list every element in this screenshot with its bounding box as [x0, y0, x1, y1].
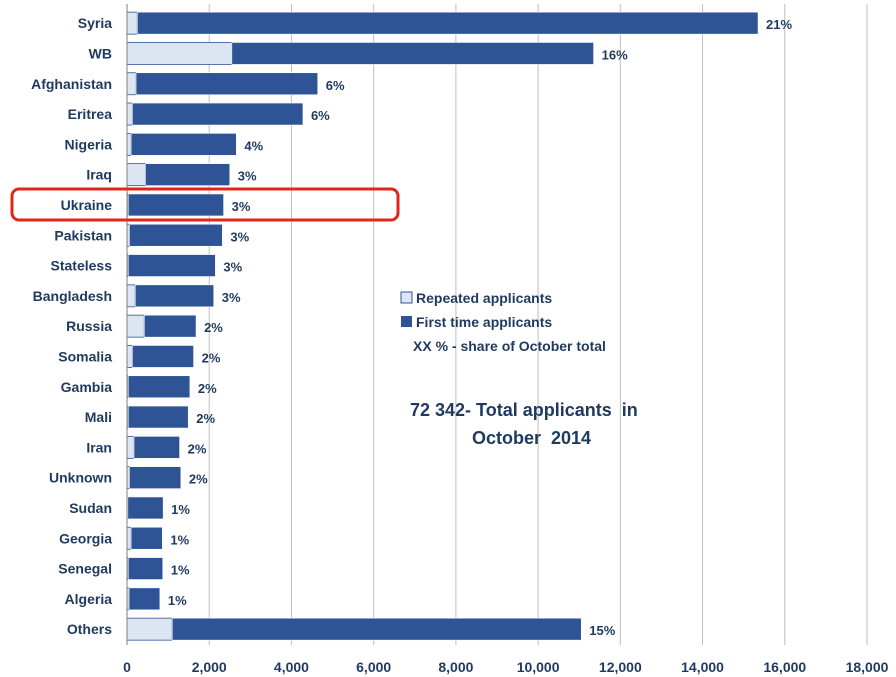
category-label-iraq: Iraq — [86, 167, 112, 183]
share-label-mali: 2% — [196, 411, 215, 426]
legend-swatch-repeated — [400, 291, 413, 304]
bar-first-time-unknown — [129, 466, 182, 489]
bar-repeated-bangladesh — [126, 284, 136, 308]
bar-first-time-senegal — [127, 557, 164, 580]
bar-repeated-iraq — [126, 163, 146, 187]
bar-first-time-syria — [136, 11, 759, 35]
x-tick-6: 12,000 — [599, 659, 642, 675]
category-label-bangladesh: Bangladesh — [33, 288, 112, 304]
x-tick-7: 14,000 — [681, 659, 724, 675]
share-label-bangladesh: 3% — [222, 290, 241, 305]
bar-first-time-mali — [127, 405, 189, 429]
share-label-pakistan: 3% — [230, 229, 249, 244]
legend-label-first-time: First time applicants — [416, 314, 552, 330]
bar-repeated-georgia — [126, 526, 132, 550]
share-label-russia: 2% — [204, 320, 223, 335]
bar-first-time-bangladesh — [134, 284, 215, 308]
bar-repeated-afghanistan — [126, 72, 137, 96]
category-label-iran: Iran — [86, 439, 112, 455]
bar-repeated-somalia — [126, 345, 133, 368]
x-tick-4: 8,000 — [438, 659, 473, 675]
category-label-wb: WB — [89, 45, 112, 61]
share-label-iran: 2% — [188, 441, 207, 456]
x-tick-3: 6,000 — [356, 659, 391, 675]
share-label-senegal: 1% — [171, 563, 190, 578]
share-label-nigeria: 4% — [244, 138, 263, 153]
x-tick-1: 2,000 — [192, 659, 227, 675]
share-label-somalia: 2% — [202, 350, 221, 365]
bar-repeated-wb — [126, 42, 233, 65]
x-tick-2: 4,000 — [274, 659, 309, 675]
category-labels: Syria WB Afghanistan Eritrea Nigeria Iraq Ukra… — [31, 15, 112, 637]
bar-first-time-ukraine — [127, 193, 224, 217]
x-tick-8: 16,000 — [763, 659, 806, 675]
share-label-georgia: 1% — [170, 532, 189, 547]
legend: Repeated applicants First time applicant… — [400, 290, 606, 354]
x-tick-5: 10,000 — [517, 659, 560, 675]
bar-repeated-eritrea — [126, 102, 133, 126]
bar-repeated-nigeria — [126, 132, 132, 156]
category-label-syria: Syria — [78, 15, 112, 31]
bar-first-time-others — [171, 617, 582, 641]
category-label-others: Others — [67, 621, 112, 637]
share-label-unknown: 2% — [189, 472, 208, 487]
share-label-iraq: 3% — [238, 169, 257, 184]
share-label-eritrea: 6% — [311, 108, 330, 123]
bars — [126, 11, 759, 641]
category-label-senegal: Senegal — [58, 561, 112, 577]
share-label-gambia: 2% — [198, 381, 217, 396]
bar-first-time-iraq — [145, 163, 231, 186]
total-annotation-line-2: October 2014 — [472, 428, 591, 448]
x-tick-0: 0 — [123, 659, 131, 675]
bar-first-time-nigeria — [130, 133, 237, 156]
bar-repeated-russia — [126, 314, 145, 338]
category-label-afghanistan: Afghanistan — [31, 76, 112, 92]
bar-first-time-algeria — [128, 587, 161, 611]
legend-note: XX % - share of October total — [413, 338, 606, 354]
category-label-stateless: Stateless — [51, 258, 113, 274]
share-label-algeria: 1% — [168, 593, 187, 608]
legend-label-repeated: Repeated applicants — [416, 290, 552, 306]
category-label-somalia: Somalia — [58, 348, 112, 364]
bar-repeated-syria — [126, 11, 138, 35]
share-label-ukraine: 3% — [232, 199, 251, 214]
x-tick-9: 18,000 — [846, 659, 889, 675]
bar-first-time-georgia — [130, 526, 163, 550]
category-label-sudan: Sudan — [69, 500, 112, 516]
category-label-eritrea: Eritrea — [68, 106, 113, 122]
bar-first-time-iran — [133, 436, 180, 459]
category-label-ukraine: Ukraine — [61, 197, 113, 213]
category-label-nigeria: Nigeria — [65, 136, 113, 152]
bar-first-time-afghanistan — [135, 72, 319, 96]
bar-first-time-gambia — [127, 375, 191, 399]
bar-first-time-pakistan — [129, 223, 223, 247]
share-label-syria: 21% — [766, 17, 792, 32]
category-label-algeria: Algeria — [65, 591, 113, 607]
share-label-stateless: 3% — [223, 260, 242, 275]
share-labels: 21% 16% 6% 6% 4% 3% 3% 3% 3% 3% 2% 2% 2% 2% 2% 2% 1% 1% 1%… — [168, 17, 793, 638]
category-label-pakistan: Pakistan — [54, 227, 112, 243]
category-label-georgia: Georgia — [59, 530, 112, 546]
share-label-others: 15% — [589, 623, 615, 638]
category-label-gambia: Gambia — [61, 379, 113, 395]
ukraine-highlight-box — [10, 187, 400, 222]
bar-first-time-russia — [143, 314, 197, 338]
category-label-unknown: Unknown — [49, 470, 112, 486]
category-label-russia: Russia — [66, 318, 112, 334]
bar-first-time-somalia — [132, 345, 194, 368]
total-annotation-line-1: 72 342- Total applicants in — [410, 400, 638, 420]
bar-first-time-sudan — [127, 496, 164, 520]
x-tick-labels: 0 2,000 4,000 6,000 8,000 10,000 12,000 14,000 1… — [123, 659, 889, 675]
share-label-wb: 16% — [602, 47, 628, 62]
bar-first-time-stateless — [127, 254, 216, 277]
bar-first-time-eritrea — [132, 102, 304, 126]
legend-swatch-first-time — [401, 316, 412, 327]
share-label-sudan: 1% — [171, 502, 190, 517]
bar-repeated-others — [126, 617, 173, 641]
bar-first-time-wb — [231, 42, 594, 65]
category-label-mali: Mali — [85, 409, 112, 425]
share-label-afghanistan: 6% — [326, 78, 345, 93]
bar-repeated-iran — [126, 435, 135, 459]
